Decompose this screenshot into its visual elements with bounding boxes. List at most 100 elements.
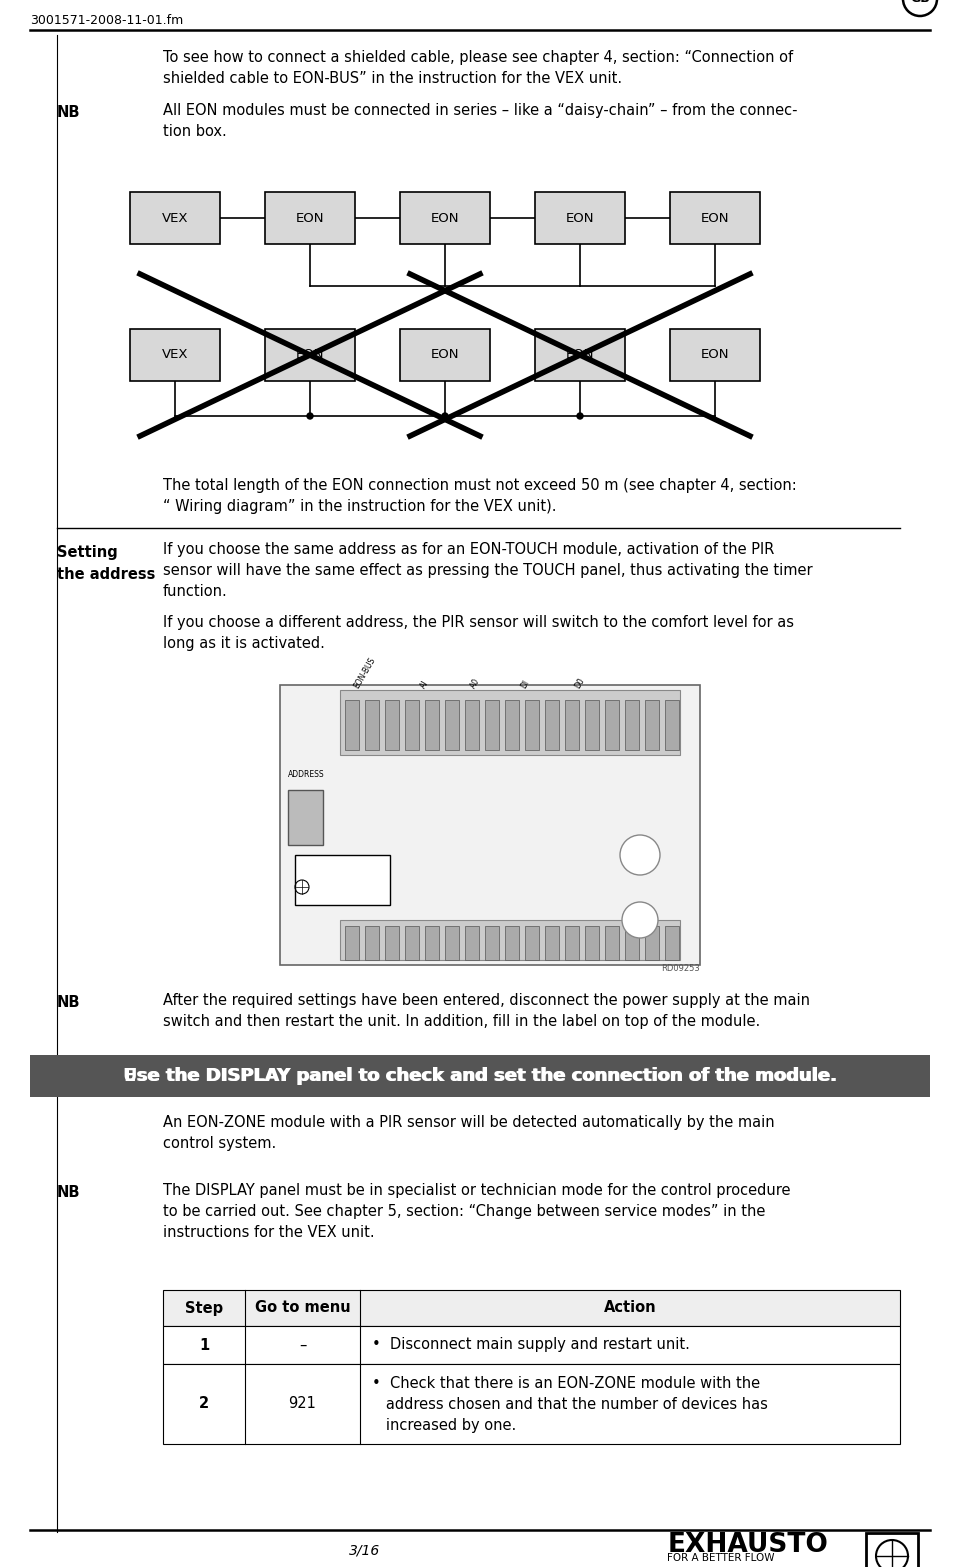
Circle shape [622,903,658,939]
Bar [535,329,625,381]
Bar [130,329,220,381]
Bar [585,926,599,961]
Text: A0: A0 [468,677,481,689]
Text: NB: NB [57,995,81,1011]
Text: –: – [299,1338,306,1352]
Bar [425,700,439,751]
Bar [405,700,419,751]
Text: The total length of the EON connection must not exceed 50 m (see chapter 4, sect: The total length of the EON connection m… [163,478,797,514]
Text: 3001571-2008-11-01.fm: 3001571-2008-11-01.fm [30,14,183,27]
Text: Ese the DISPLAY panel to check and set the connection of the module.: Ese the DISPLAY panel to check and set t… [124,1067,836,1084]
Bar [345,700,359,751]
Bar [340,920,680,961]
Text: 921: 921 [289,1396,317,1412]
Bar [866,1533,918,1567]
Text: EON: EON [565,348,594,362]
Text: After the required settings have been entered, disconnect the power supply at th: After the required settings have been en… [163,993,810,1030]
Text: S nr. X000000X: S nr. X000000X [310,878,365,882]
Text: NB: NB [57,1185,81,1200]
Text: GB: GB [910,0,930,6]
Circle shape [307,414,313,418]
Circle shape [620,835,660,874]
Bar [345,926,359,961]
Bar [505,700,519,751]
Bar [163,1326,900,1363]
Text: EON: EON [565,212,594,224]
Text: The DISPLAY panel must be in specialist or technician mode for the control proce: The DISPLAY panel must be in specialist … [163,1183,790,1239]
Text: EXHAUSTO: EXHAUSTO [667,1533,828,1558]
Text: EON: EON [296,212,324,224]
Bar [163,1363,900,1445]
Bar [645,926,659,961]
Text: All EON modules must be connected in series – like a “daisy-chain” – from the co: All EON modules must be connected in ser… [163,103,798,139]
Text: EON: EON [296,348,324,362]
Text: NB: NB [57,105,81,121]
Bar [265,193,355,244]
Text: EON-BUS: EON-BUS [352,657,377,689]
Text: 3/16: 3/16 [349,1543,380,1558]
Bar [265,329,355,381]
Text: Go to menu: Go to menu [254,1301,350,1316]
Bar [525,700,539,751]
Text: V nr. 0800000: V nr. 0800000 [310,887,360,893]
Text: EON: EON [701,212,730,224]
Text: Action: Action [604,1301,657,1316]
Text: VEX: VEX [161,212,188,224]
Text: FOR A BETTER FLOW: FOR A BETTER FLOW [667,1553,775,1562]
Text: RD09253: RD09253 [661,964,700,973]
Bar [485,926,499,961]
Text: ADDRESS: ADDRESS [288,769,324,779]
Circle shape [577,414,583,418]
Text: Use the DISPLAY panel to check and set the connection of the module.: Use the DISPLAY panel to check and set t… [123,1067,837,1084]
Bar [385,926,399,961]
Bar [365,926,379,961]
Text: An EON-ZONE module with a PIR sensor will be detected automatically by the main
: An EON-ZONE module with a PIR sensor wil… [163,1116,775,1152]
Bar [163,1290,900,1326]
Text: •  Check that there is an EON-ZONE module with the
   address chosen and that th: • Check that there is an EON-ZONE module… [372,1376,768,1432]
Bar [670,329,760,381]
Text: 1: 1 [199,1338,209,1352]
Bar [280,685,700,965]
Bar [385,700,399,751]
Bar [525,926,539,961]
Bar [585,700,599,751]
Text: Zone model: Zone model [310,896,351,903]
Bar [625,926,639,961]
Bar [445,926,459,961]
Text: •  Disconnect main supply and restart unit.: • Disconnect main supply and restart uni… [372,1338,690,1352]
Bar [665,700,679,751]
Text: 2: 2 [199,1396,209,1412]
Bar [545,700,559,751]
Bar [505,926,519,961]
Bar [665,926,679,961]
Text: EON: EON [431,348,459,362]
Bar [400,329,490,381]
Text: Step: Step [185,1301,223,1316]
Bar [485,700,499,751]
Bar [340,689,680,755]
Bar [365,700,379,751]
Bar [405,926,419,961]
Bar [130,193,220,244]
Text: If you choose the same address as for an EON-TOUCH module, activation of the PIR: If you choose the same address as for an… [163,542,812,599]
Text: If you choose a different address, the PIR sensor will switch to the comfort lev: If you choose a different address, the P… [163,614,794,650]
Bar [465,926,479,961]
Bar [30,1055,930,1097]
Bar [295,856,390,906]
Text: D0: D0 [573,677,587,689]
Text: DI: DI [519,679,531,689]
Bar [565,700,579,751]
Text: AI: AI [420,679,431,689]
Bar [288,790,323,845]
Text: EON: EON [701,348,730,362]
Text: To see how to connect a shielded cable, please see chapter 4, section: “Connecti: To see how to connect a shielded cable, … [163,50,793,86]
Bar [605,926,619,961]
Bar [445,700,459,751]
Circle shape [442,414,448,418]
Bar [425,926,439,961]
Bar [535,193,625,244]
Bar [545,926,559,961]
Bar [400,193,490,244]
Bar [605,700,619,751]
Bar [465,700,479,751]
